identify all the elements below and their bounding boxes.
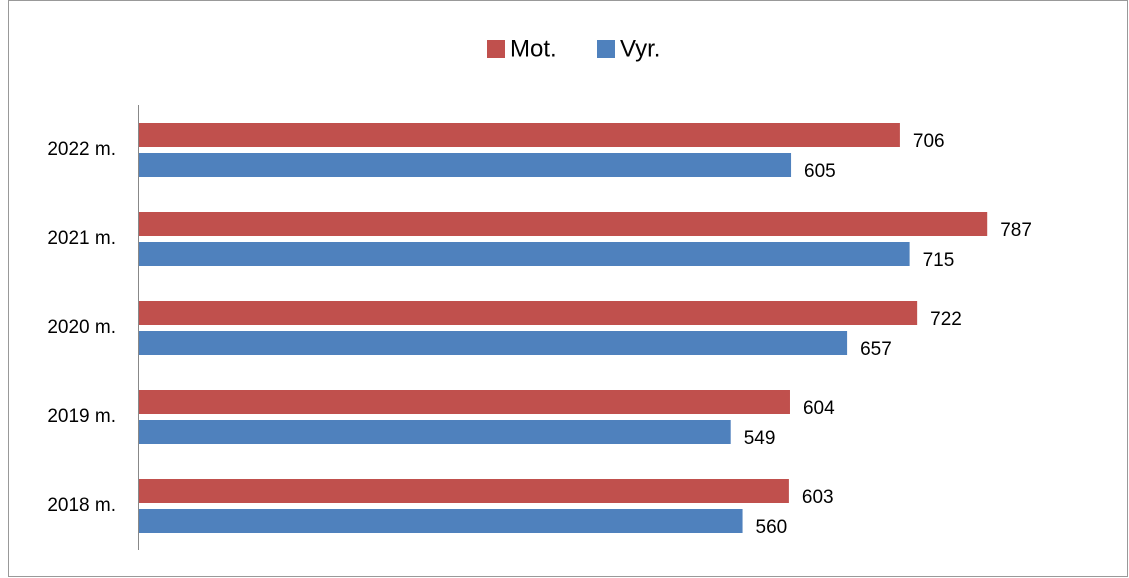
y-tick-label: 2022 m. [47,139,116,160]
data-label: 604 [803,398,835,419]
y-tick-label: 2018 m. [47,495,116,516]
bar [139,212,988,236]
legend-swatch [487,40,505,58]
data-label: 787 [1000,220,1032,241]
bar [139,390,790,414]
bar [139,301,918,325]
bar [139,509,743,533]
data-label: 706 [913,131,945,152]
bar [139,479,789,503]
bar [139,420,731,444]
bar [139,153,792,177]
data-label: 605 [804,161,836,182]
data-label: 560 [756,517,788,538]
legend-label: Mot. [510,35,557,62]
data-label: 603 [802,487,834,508]
data-label: 657 [860,339,892,360]
y-tick-label: 2021 m. [47,228,116,249]
data-label: 715 [923,250,955,271]
data-label: 722 [930,309,962,330]
y-tick-label: 2020 m. [47,317,116,338]
bar [139,331,848,355]
data-label: 549 [744,428,776,449]
bar [139,242,910,266]
bar [139,123,900,147]
legend-label: Vyr. [620,35,660,62]
legend-swatch [597,40,615,58]
y-tick-label: 2019 m. [47,406,116,427]
